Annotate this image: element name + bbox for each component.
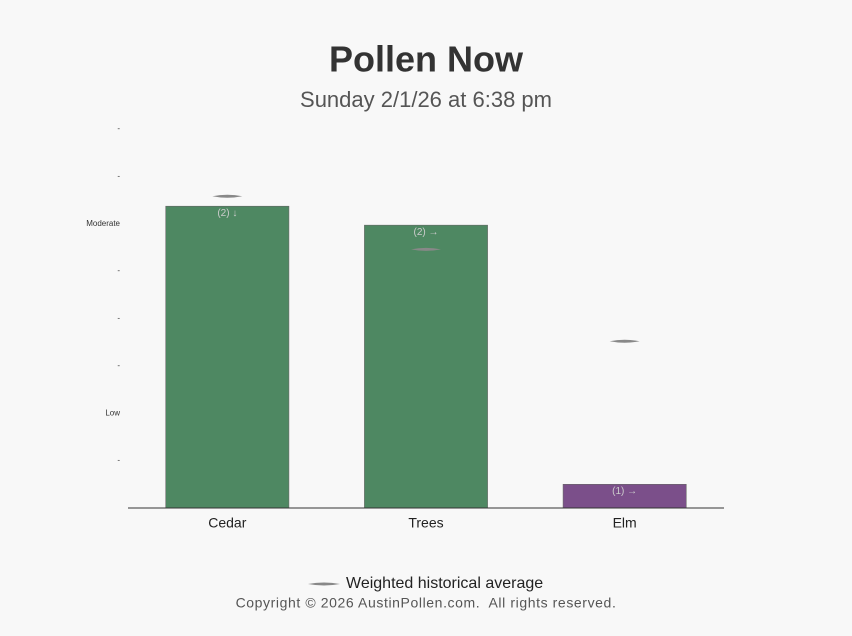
bar-annotation: (2) ↓ (217, 208, 237, 219)
y-tick-label: - (117, 314, 120, 323)
bar-annotation: (1) → (612, 486, 637, 497)
legend-label: Weighted historical average (346, 575, 543, 592)
y-tick-label: - (117, 124, 120, 133)
y-tick-label: - (117, 266, 120, 275)
bar (165, 205, 290, 509)
average-marker (212, 194, 243, 198)
y-tick-label: - (117, 456, 120, 465)
bar-annotation: (2) → (414, 227, 439, 238)
y-tick-label: - (117, 361, 120, 370)
average-marker (609, 339, 640, 343)
x-tick-label: Cedar (208, 515, 246, 531)
y-tick-label: Low (105, 408, 120, 417)
x-tick-label: Trees (408, 515, 443, 531)
y-tick-label: - (117, 171, 120, 180)
average-marker (411, 247, 441, 251)
y-tick-label: Moderate (86, 219, 120, 228)
legend-swatch (308, 582, 340, 586)
x-tick-label: Elm (613, 515, 637, 531)
bar (364, 224, 488, 509)
chart-title: Pollen Now (329, 39, 524, 80)
chart-subtitle: Sunday 2/1/26 at 6:38 pm (300, 87, 552, 112)
footer: Copyright © 2026 AustinPollen.com. All r… (236, 595, 617, 611)
